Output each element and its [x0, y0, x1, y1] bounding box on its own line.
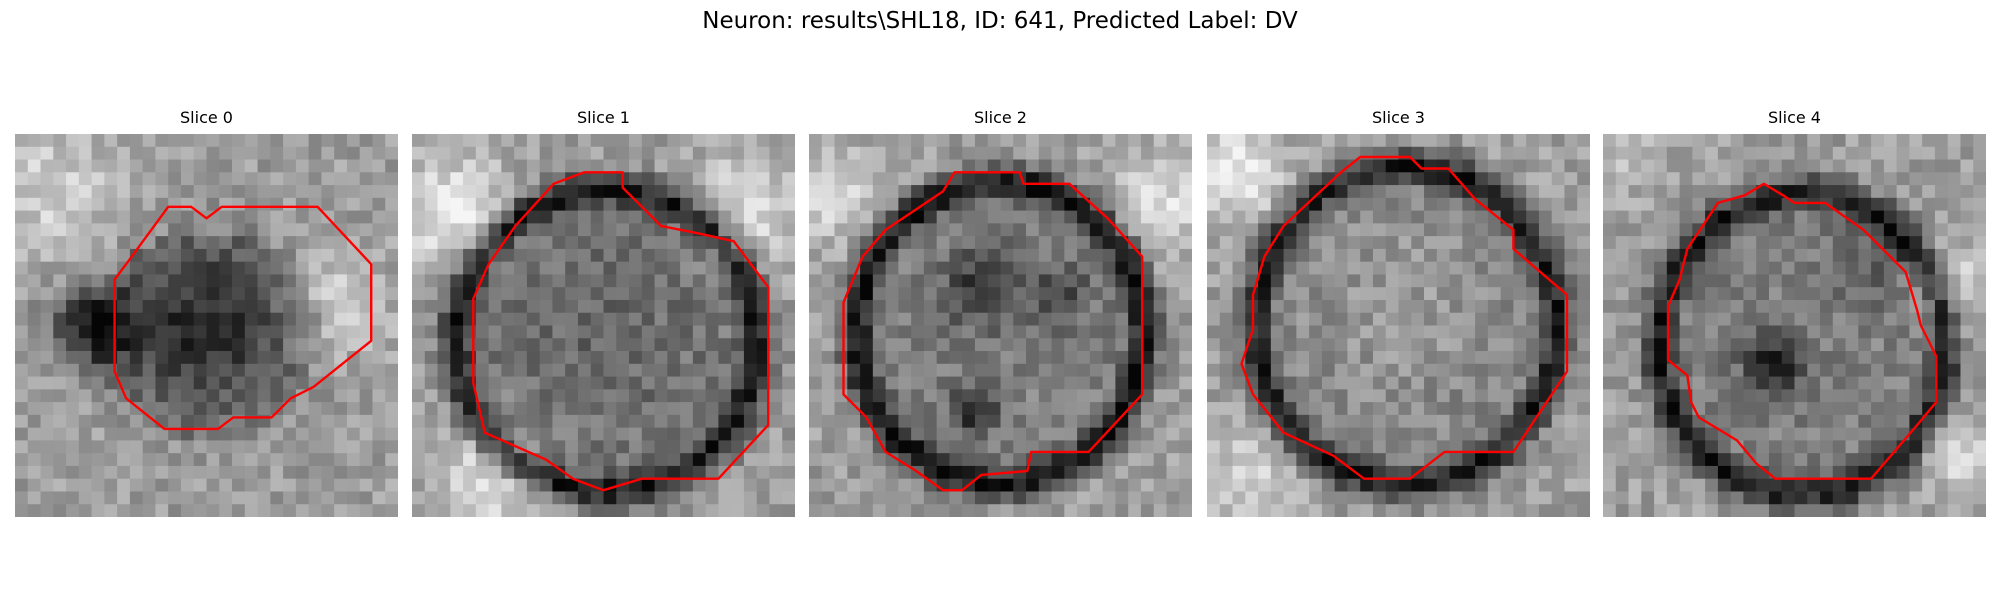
slice-pixels	[412, 134, 795, 517]
panel-title: Slice 4	[1768, 108, 1821, 127]
slice-image	[1603, 134, 1986, 517]
cell-contour	[472, 171, 770, 492]
cell-contour	[842, 171, 1144, 492]
cell-contour	[113, 205, 373, 431]
cell-contour	[1666, 182, 1938, 480]
slice-image	[15, 134, 398, 517]
cell-contour	[1240, 155, 1569, 480]
panel-title: Slice 0	[180, 108, 233, 127]
slice-pixels	[15, 134, 398, 517]
figure-title: Neuron: results\SHL18, ID: 641, Predicte…	[702, 8, 1298, 34]
slice-pixels	[1603, 134, 1986, 517]
slice-image	[412, 134, 795, 517]
panel-title: Slice 2	[974, 108, 1027, 127]
slice-pixels	[1207, 134, 1590, 517]
panel-title: Slice 1	[577, 108, 630, 127]
slice-image	[1207, 134, 1590, 517]
panel-title: Slice 3	[1372, 108, 1425, 127]
slice-image	[809, 134, 1192, 517]
slice-pixels	[809, 134, 1192, 517]
